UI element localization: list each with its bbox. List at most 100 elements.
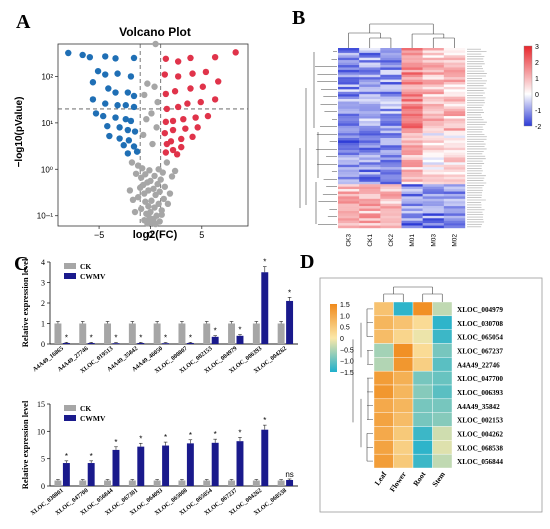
heatmap-cell [338, 74, 360, 78]
heatmap-cell [338, 86, 360, 90]
heatmap-cell [359, 203, 381, 207]
heatmap-cell [443, 186, 466, 190]
tissue-heatmap-cell [373, 453, 394, 469]
heatmap-cell [422, 218, 445, 221]
heatmap-cell [380, 159, 402, 163]
volcano-point-up [187, 54, 194, 62]
tissue-heatmap-cell [412, 440, 433, 455]
heatmap-cell [380, 111, 402, 114]
heatmap-cell [380, 225, 402, 229]
heatmap-cell [338, 84, 360, 88]
heatmap-column-label: CK3 [346, 234, 353, 247]
volcano-point-ns [126, 187, 134, 194]
heatmap-cell [359, 57, 381, 61]
tissue-row-label: XLOC_004979 [457, 306, 503, 314]
heatmap-cell [443, 138, 466, 141]
heatmap-cell [443, 196, 466, 200]
heatmap-cell [338, 206, 360, 209]
heatmap-cell [338, 150, 360, 153]
volcano-point-down [112, 55, 119, 62]
bar-cwmv [62, 463, 70, 486]
heatmap-cell [443, 157, 466, 161]
heatmap-cell [422, 62, 445, 66]
volcano-point-ns [154, 180, 161, 188]
y-tick-label: 0 [41, 482, 45, 491]
heatmap-cell [422, 111, 445, 114]
heatmap-cell [401, 69, 423, 73]
heatmap-cell [422, 174, 445, 178]
heatmap-cell [401, 113, 423, 117]
tissue-heatmap-cell [412, 453, 433, 469]
volcano-point-ns [145, 203, 152, 210]
heatmap-cell [338, 48, 360, 51]
tissue-heatmap-cell [432, 398, 453, 413]
heatmap-cell [401, 91, 423, 95]
significance-mark: * [238, 428, 241, 437]
heatmap-cell [380, 72, 402, 75]
volcano-point-ns [151, 172, 158, 180]
heatmap-cell [380, 84, 402, 88]
volcano-point-up [232, 49, 239, 56]
heatmap-cell [380, 65, 402, 68]
heatmap-cell [380, 77, 402, 80]
heatmap-cell [443, 62, 466, 66]
heatmap-cell [401, 220, 423, 224]
tissue-heatmap-cell [373, 343, 394, 358]
significance-mark: * [139, 333, 142, 342]
volcano-point-down [79, 51, 86, 59]
heatmap-cell [359, 91, 381, 95]
heatmap-cell [380, 213, 402, 217]
volcano-point-down [130, 92, 138, 100]
significance-mark: * [90, 333, 93, 342]
tissue-heatmap-cell [412, 412, 433, 427]
heatmap-cell [359, 174, 381, 178]
heatmap-cell [422, 198, 445, 202]
heatmap-cell [359, 133, 381, 136]
legend-label-ck: CK [80, 262, 91, 271]
heatmap-cell [422, 106, 445, 110]
volcano-point-down [92, 110, 100, 117]
heatmap-cell [401, 179, 423, 182]
volcano-point-up [178, 143, 185, 151]
heatmap-cell [422, 196, 445, 200]
bar-cwmv [236, 441, 244, 486]
y-axis-label: Relative expression level [20, 258, 30, 347]
volcano-point-down [130, 54, 138, 62]
heatmap-cell [443, 106, 466, 110]
volcano-point-ns [157, 176, 164, 183]
heatmap-cell [422, 208, 445, 212]
heatmap-cell [359, 125, 381, 129]
heatmap-cell [401, 96, 423, 100]
heatmap-column-label: M02 [451, 234, 458, 247]
heatmap-cell [338, 55, 360, 58]
heatmap-cell [380, 48, 402, 51]
volcano-point-ns [150, 185, 157, 192]
heatmap-cell [380, 67, 402, 71]
heatmap-cell [443, 101, 466, 105]
bar-cwmv [261, 429, 269, 486]
heatmap-cell [443, 120, 466, 124]
volcano-point-ns [129, 196, 137, 204]
tissue-row-label: XLOC_004262 [457, 430, 503, 438]
volcano-point-ns [144, 220, 151, 227]
heatmap-cell [401, 101, 423, 105]
tissue-heatmap-cell [373, 384, 394, 400]
volcano-point-ns [164, 200, 172, 208]
x-tick-label: 0 [148, 230, 153, 240]
heatmap-cell [422, 72, 445, 75]
heatmap-cell [359, 84, 381, 88]
volcano-point-down [89, 79, 97, 86]
heatmap-cell [359, 89, 381, 92]
heatmap-cell [401, 60, 423, 63]
tissue-heatmap-cell [373, 357, 394, 372]
heatmap-cell [401, 147, 423, 151]
heatmap-cell [443, 99, 466, 102]
heatmap-cell [401, 128, 423, 131]
volcano-point-down [114, 102, 121, 109]
heatmap-cell [422, 133, 445, 136]
heatmap-cell [422, 223, 445, 226]
heatmap-cell [359, 138, 381, 141]
heatmap-cell [443, 174, 466, 178]
heatmap-cell [401, 206, 423, 209]
heatmap-cell [380, 138, 402, 141]
